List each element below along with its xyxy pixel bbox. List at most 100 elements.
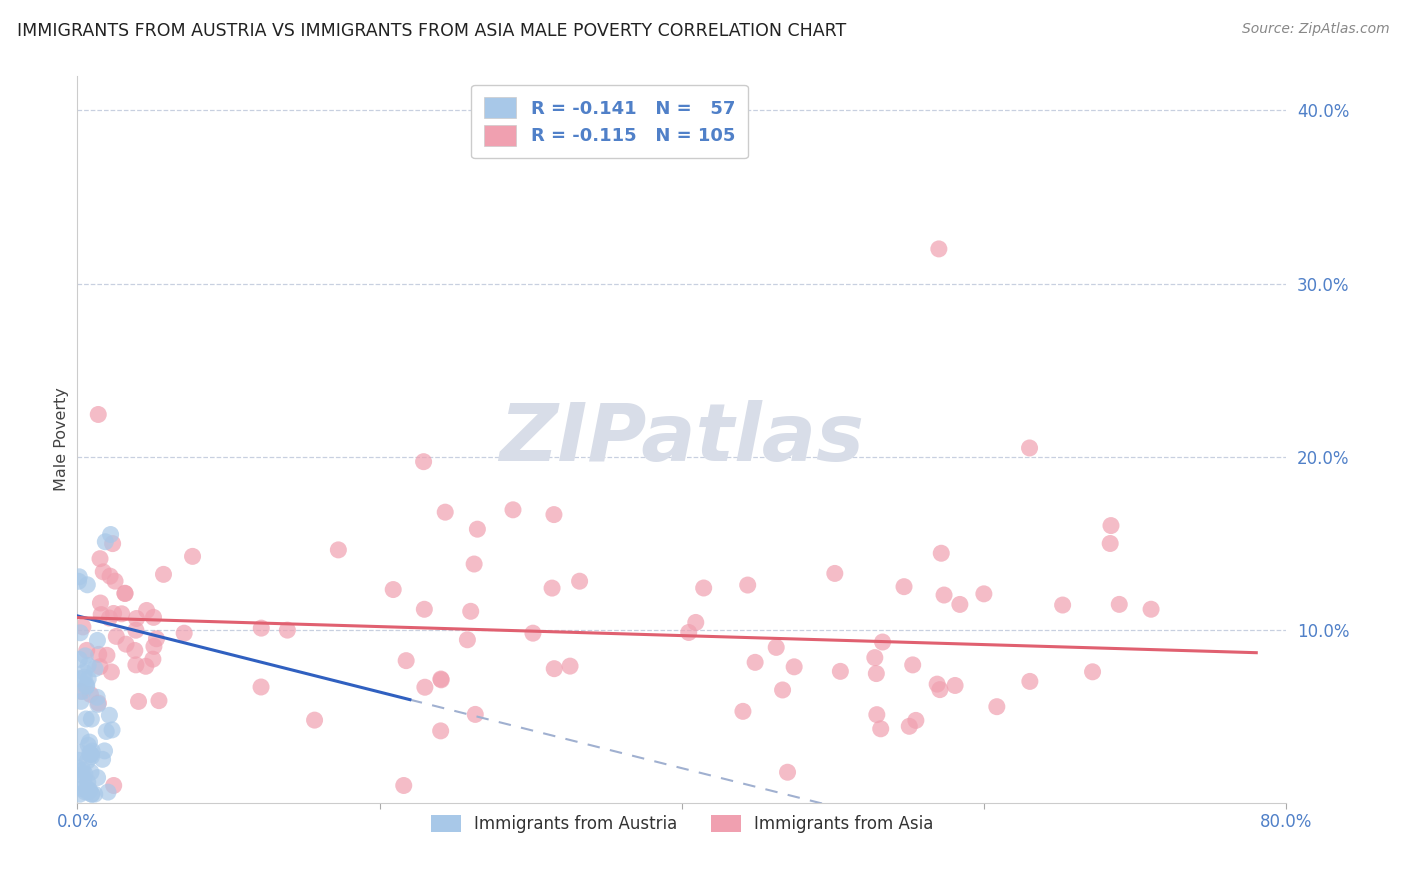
Point xyxy=(86,690,108,705)
Text: Source: ZipAtlas.com: Source: ZipAtlas.com xyxy=(1241,22,1389,37)
Point xyxy=(87,696,110,710)
Point xyxy=(101,723,124,737)
Point xyxy=(80,765,103,780)
Point xyxy=(973,587,995,601)
Point xyxy=(75,680,97,694)
Point xyxy=(148,693,170,707)
Point xyxy=(76,643,98,657)
Point xyxy=(93,744,115,758)
Point xyxy=(430,672,453,686)
Point xyxy=(69,746,91,760)
Point xyxy=(1099,536,1122,550)
Point xyxy=(73,767,96,781)
Point xyxy=(91,752,114,766)
Point xyxy=(467,522,489,536)
Point xyxy=(1099,518,1122,533)
Point xyxy=(412,455,434,469)
Point xyxy=(72,776,94,790)
Point xyxy=(893,580,915,594)
Point xyxy=(824,566,846,581)
Point xyxy=(685,615,707,630)
Point xyxy=(986,699,1008,714)
Point xyxy=(76,754,98,768)
Point xyxy=(541,581,564,595)
Point xyxy=(105,629,128,643)
Point xyxy=(678,625,700,640)
Point xyxy=(928,242,950,256)
Point xyxy=(181,549,204,564)
Point xyxy=(430,673,453,687)
Point xyxy=(96,648,118,663)
Y-axis label: Male Poverty: Male Poverty xyxy=(53,387,69,491)
Point xyxy=(145,632,167,646)
Point xyxy=(89,659,111,673)
Point xyxy=(776,765,799,780)
Point xyxy=(429,723,451,738)
Point xyxy=(1140,602,1163,616)
Point xyxy=(87,408,110,422)
Point xyxy=(98,708,121,723)
Point xyxy=(79,687,101,701)
Point xyxy=(1052,598,1074,612)
Point xyxy=(103,779,125,793)
Point xyxy=(413,680,436,694)
Point xyxy=(142,652,165,666)
Point xyxy=(69,625,91,640)
Point xyxy=(70,781,93,796)
Point xyxy=(135,659,157,673)
Point xyxy=(543,662,565,676)
Point xyxy=(91,565,114,579)
Point xyxy=(173,626,195,640)
Point xyxy=(86,771,108,785)
Point xyxy=(128,694,150,708)
Point xyxy=(79,735,101,749)
Point xyxy=(250,621,273,635)
Point xyxy=(904,714,927,728)
Point xyxy=(502,503,524,517)
Point xyxy=(79,747,101,762)
Point xyxy=(124,643,146,657)
Point xyxy=(135,603,157,617)
Point xyxy=(72,684,94,698)
Point xyxy=(80,749,103,764)
Point xyxy=(949,598,972,612)
Point xyxy=(67,652,90,666)
Point xyxy=(932,588,955,602)
Point xyxy=(84,662,107,676)
Point xyxy=(558,659,581,673)
Point xyxy=(67,574,90,589)
Point xyxy=(67,570,90,584)
Point xyxy=(67,753,90,767)
Point xyxy=(869,722,891,736)
Point xyxy=(125,657,148,672)
Point xyxy=(772,683,794,698)
Point xyxy=(392,779,415,793)
Point xyxy=(866,707,889,722)
Point xyxy=(901,657,924,672)
Point xyxy=(98,611,121,625)
Point xyxy=(73,785,96,799)
Point xyxy=(865,666,887,681)
Legend: Immigrants from Austria, Immigrants from Asia: Immigrants from Austria, Immigrants from… xyxy=(422,807,942,842)
Point xyxy=(460,604,482,618)
Text: IMMIGRANTS FROM AUSTRIA VS IMMIGRANTS FROM ASIA MALE POVERTY CORRELATION CHART: IMMIGRANTS FROM AUSTRIA VS IMMIGRANTS FR… xyxy=(17,22,846,40)
Point xyxy=(382,582,405,597)
Point xyxy=(87,698,110,712)
Point xyxy=(783,660,806,674)
Point xyxy=(94,534,117,549)
Point xyxy=(77,738,100,752)
Point xyxy=(125,611,148,625)
Point xyxy=(77,672,100,686)
Point xyxy=(568,574,591,589)
Point xyxy=(413,602,436,616)
Point xyxy=(83,787,105,801)
Point xyxy=(82,744,104,758)
Point xyxy=(70,768,93,782)
Point xyxy=(66,761,89,775)
Point xyxy=(87,648,110,662)
Point xyxy=(69,787,91,801)
Point xyxy=(67,672,90,686)
Point xyxy=(80,787,103,801)
Point xyxy=(80,787,103,801)
Point xyxy=(830,665,852,679)
